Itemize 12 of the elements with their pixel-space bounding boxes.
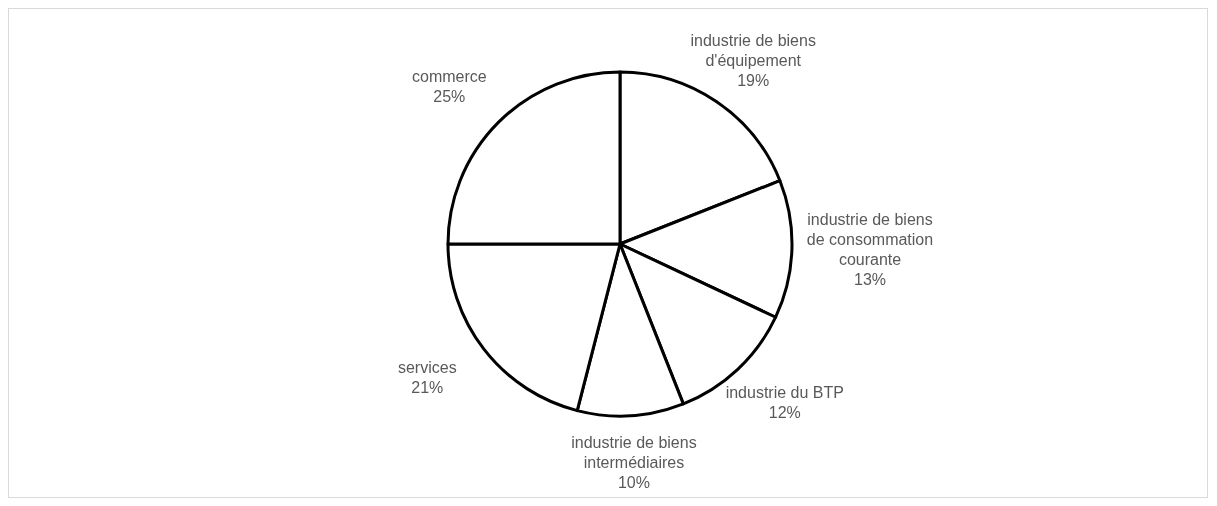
slice-label: industrie de biens intermédiaires bbox=[571, 433, 697, 471]
data-label: 12% bbox=[768, 404, 801, 422]
data-label: 21% bbox=[411, 379, 444, 397]
data-label: 10% bbox=[617, 473, 650, 491]
data-label: 19% bbox=[737, 72, 770, 90]
slice-label: industrie du BTP bbox=[725, 384, 844, 402]
data-label: 25% bbox=[433, 88, 466, 106]
slice-label: industrie de biens de consommation courante bbox=[806, 211, 934, 269]
slice-label: services bbox=[397, 359, 457, 377]
data-label: 13% bbox=[854, 271, 887, 289]
slice-label: industrie de biens d'équipement bbox=[690, 32, 816, 70]
slice-label: commerce bbox=[411, 68, 487, 86]
